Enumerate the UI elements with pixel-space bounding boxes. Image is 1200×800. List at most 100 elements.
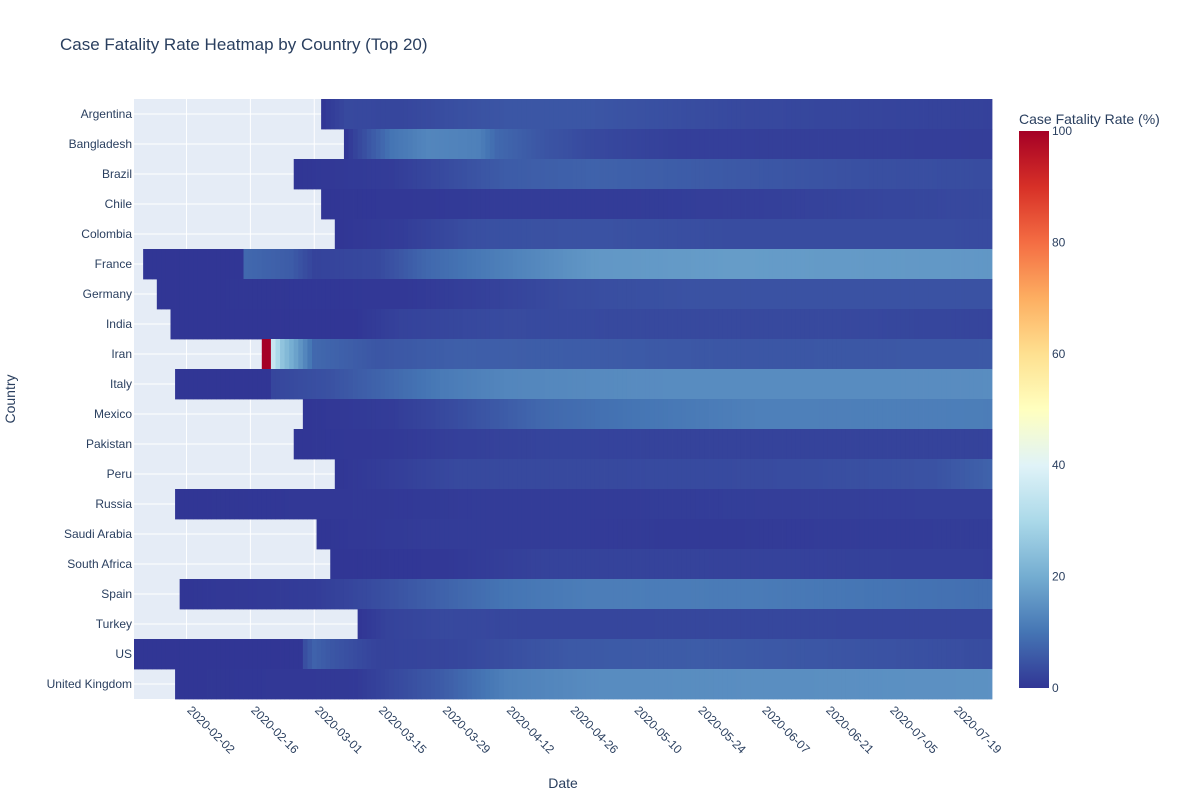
heatmap-cell: [462, 579, 468, 610]
heatmap-cell: [366, 519, 372, 550]
heatmap-cell: [864, 609, 870, 640]
heatmap-cell: [220, 249, 226, 280]
heatmap-cell: [311, 309, 317, 340]
heatmap-cell: [604, 549, 610, 580]
heatmap-cell: [480, 489, 486, 520]
heatmap-cell: [567, 639, 573, 670]
heatmap-cell: [622, 399, 628, 430]
heatmap-cell: [462, 219, 468, 250]
heatmap-cell: [334, 429, 340, 460]
heatmap-cell: [590, 159, 596, 190]
heatmap-cell: [786, 309, 792, 340]
heatmap-cell: [905, 459, 911, 490]
heatmap-cell: [672, 189, 678, 220]
heatmap-cell: [362, 219, 368, 250]
heatmap-cell: [421, 519, 427, 550]
heatmap-cell: [864, 549, 870, 580]
heatmap-cell: [654, 339, 660, 370]
heatmap-cell: [426, 549, 432, 580]
heatmap-cell: [476, 459, 482, 490]
heatmap-cell: [681, 279, 687, 310]
heatmap-cell: [421, 99, 427, 130]
heatmap-cell: [827, 609, 833, 640]
heatmap-cell: [343, 519, 349, 550]
heatmap-cell: [517, 99, 523, 130]
heatmap-cell: [257, 279, 263, 310]
heatmap-cell: [877, 579, 883, 610]
heatmap-cell: [896, 309, 902, 340]
heatmap-cell: [864, 459, 870, 490]
heatmap-cell: [672, 609, 678, 640]
heatmap-cell: [467, 429, 473, 460]
heatmap-cell: [631, 339, 637, 370]
heatmap-cell: [325, 639, 331, 670]
heatmap-cell: [663, 639, 669, 670]
heatmap-cell: [795, 639, 801, 670]
heatmap-cell: [636, 609, 641, 640]
heatmap-cell: [590, 609, 596, 640]
heatmap-cell: [517, 249, 523, 280]
heatmap-cell: [978, 489, 984, 520]
heatmap-cell: [512, 609, 518, 640]
heatmap-cell: [448, 369, 454, 400]
heatmap-cell: [462, 549, 468, 580]
heatmap-cell: [978, 129, 984, 160]
heatmap-cell: [722, 129, 728, 160]
heatmap-cell: [818, 309, 824, 340]
heatmap-cell: [184, 639, 190, 670]
y-tick-label: Bangladesh: [69, 137, 132, 151]
heatmap-cell: [617, 609, 623, 640]
heatmap-cell: [987, 579, 993, 610]
heatmap-cell: [366, 669, 372, 700]
heatmap-cell: [531, 219, 537, 250]
heatmap-cell: [923, 309, 929, 340]
heatmap-cell: [467, 249, 473, 280]
heatmap-cell: [964, 339, 970, 370]
heatmap-cell: [412, 219, 418, 250]
heatmap-cell: [594, 399, 600, 430]
heatmap-cell: [558, 429, 564, 460]
heatmap-cell: [960, 639, 966, 670]
heatmap-cell: [823, 609, 829, 640]
heatmap-cell: [777, 159, 783, 190]
heatmap-cell: [407, 249, 413, 280]
heatmap-cell: [754, 219, 760, 250]
heatmap-cell: [594, 429, 600, 460]
heatmap-cell: [777, 429, 783, 460]
heatmap-cell: [499, 429, 505, 460]
heatmap-cell: [809, 189, 815, 220]
heatmap-cell: [827, 309, 833, 340]
heatmap-cell: [535, 339, 541, 370]
heatmap-cell: [448, 189, 454, 220]
heatmap-cell: [645, 99, 651, 130]
heatmap-cell: [549, 279, 555, 310]
heatmap-cell: [343, 279, 349, 310]
heatmap-cell: [307, 339, 313, 370]
heatmap-cell: [380, 249, 386, 280]
heatmap-cell: [599, 339, 605, 370]
heatmap-cell: [622, 429, 628, 460]
heatmap-cell: [709, 489, 714, 520]
y-tick-label: Peru: [107, 467, 132, 481]
heatmap-cell: [699, 489, 705, 520]
heatmap-cell: [517, 339, 523, 370]
heatmap-cell: [330, 369, 336, 400]
heatmap-cell: [982, 669, 988, 700]
heatmap-cell: [663, 189, 669, 220]
heatmap-cell: [740, 429, 746, 460]
heatmap-cell: [868, 579, 874, 610]
heatmap-cell: [918, 519, 924, 550]
heatmap-cell: [937, 459, 943, 490]
heatmap-cell: [850, 399, 856, 430]
heatmap-cell: [563, 519, 568, 550]
heatmap-cell: [887, 639, 892, 670]
heatmap-cell: [467, 189, 473, 220]
heatmap-cell: [385, 519, 390, 550]
heatmap-cell: [143, 639, 149, 670]
heatmap-cell: [896, 189, 902, 220]
heatmap-cell: [690, 129, 696, 160]
heatmap-cell: [982, 579, 988, 610]
heatmap-cell: [316, 519, 322, 550]
heatmap-cell: [649, 639, 655, 670]
heatmap-cell: [763, 579, 769, 610]
